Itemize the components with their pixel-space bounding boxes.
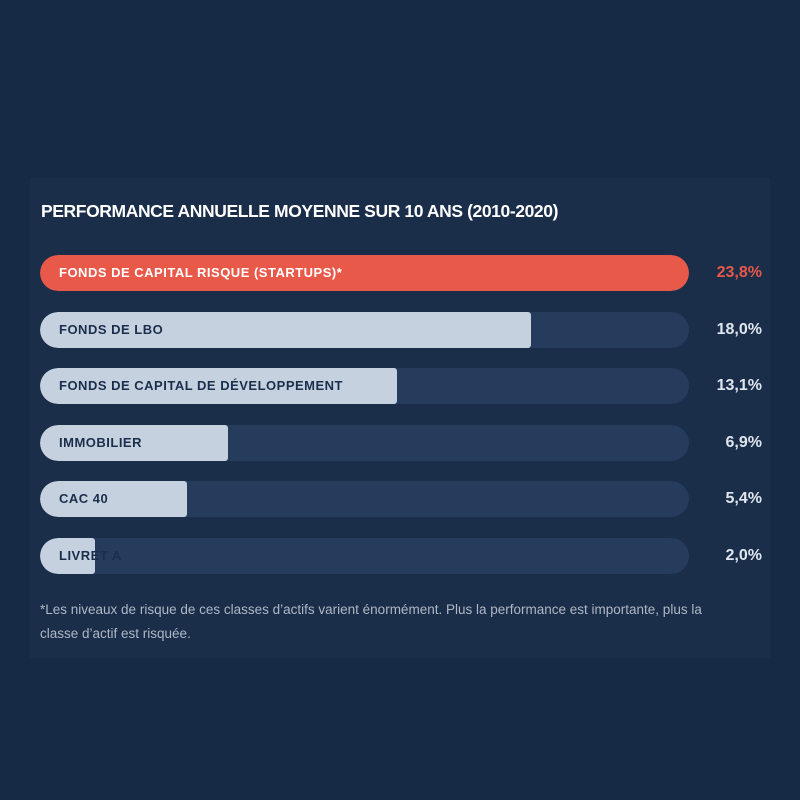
bar xyxy=(40,425,228,461)
bar-track xyxy=(40,538,689,574)
bar xyxy=(40,368,397,404)
bar xyxy=(40,312,531,348)
bar xyxy=(40,538,95,574)
bar-value-label: 2,0% xyxy=(725,547,762,564)
bar-track xyxy=(40,481,689,517)
bar xyxy=(40,255,689,291)
bar xyxy=(40,481,187,517)
bar-track xyxy=(40,255,689,291)
chart-panel xyxy=(30,178,770,658)
bar-track xyxy=(40,312,689,348)
bar-value-label: 6,9% xyxy=(725,434,762,451)
bar-category-label: FONDS DE CAPITAL RISQUE (STARTUPS)* xyxy=(59,265,343,280)
bar-value-label: 5,4% xyxy=(725,490,762,507)
bar-category-label: CAC 40 xyxy=(59,491,109,506)
bar-track xyxy=(40,368,689,404)
bar-category-label: FONDS DE LBO xyxy=(59,322,164,337)
bar-value-label: 23,8% xyxy=(716,264,762,281)
bar-value-label: 13,1% xyxy=(716,377,762,394)
chart-footnote: *Les niveaux de risque de ces classes d’… xyxy=(40,602,702,641)
bar-value-label: 18,0% xyxy=(716,321,762,338)
bar-category-label: LIVRET A xyxy=(59,548,122,563)
bar-category-label: FONDS DE CAPITAL DE DÉVELOPPEMENT xyxy=(59,378,343,393)
chart-title: PERFORMANCE ANNUELLE MOYENNE SUR 10 ANS … xyxy=(41,201,559,221)
bar-category-label: IMMOBILIER xyxy=(59,435,142,450)
bar-track xyxy=(40,425,689,461)
